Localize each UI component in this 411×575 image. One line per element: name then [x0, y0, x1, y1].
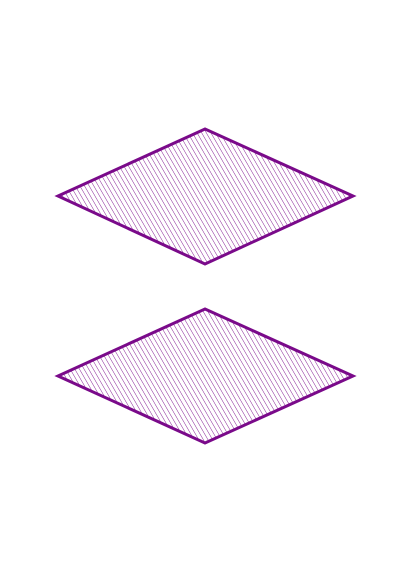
upper-rhombus	[54, 127, 357, 266]
lower-rhombus	[54, 307, 357, 445]
